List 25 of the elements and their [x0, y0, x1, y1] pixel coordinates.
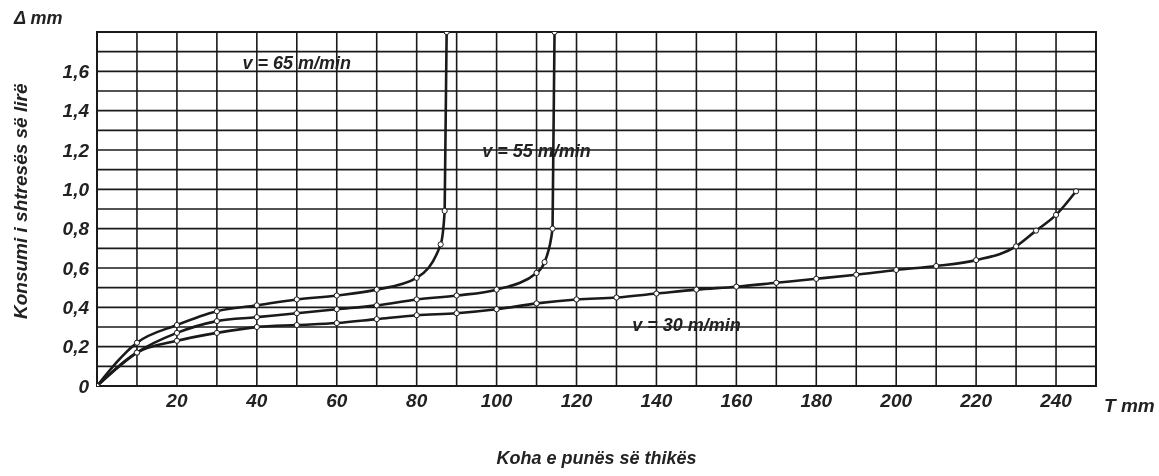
text: T mm: [1104, 395, 1155, 416]
x-tick-label: 180: [800, 390, 833, 412]
x-tick-label: 160: [720, 390, 753, 412]
y-tick-label: 0,8: [62, 218, 90, 240]
x-tick-label: 200: [879, 390, 913, 412]
x-tick-label: 120: [560, 390, 593, 412]
x-tick-label: 80: [406, 390, 428, 412]
y-tick-label: 1,2: [62, 139, 90, 161]
text: Δ mm: [13, 8, 63, 28]
x-tick-label: 40: [245, 390, 268, 412]
x-tick-label: 220: [959, 390, 993, 412]
y-tick-label: 1,6: [62, 61, 90, 83]
y-tick-label: 1,0: [62, 179, 90, 201]
x-tick-label: 240: [1039, 390, 1073, 412]
y-tick-label: 0,6: [62, 257, 90, 279]
y-tick-label: 1,4: [62, 100, 90, 122]
y-tick-label: 0,2: [62, 336, 90, 358]
y-axis-title: Konsumi i shtresës së lirë: [9, 83, 31, 319]
x-tick-label: 140: [640, 390, 673, 412]
y-tick-label: 0,4: [62, 297, 90, 319]
x-tick-label: 20: [165, 390, 188, 412]
y-tick-label: 0: [78, 375, 90, 397]
x-axis-title: Koha e punës së thikës: [496, 448, 697, 468]
x-tick-label: 100: [480, 390, 513, 412]
x-tick-label: 60: [326, 390, 348, 412]
